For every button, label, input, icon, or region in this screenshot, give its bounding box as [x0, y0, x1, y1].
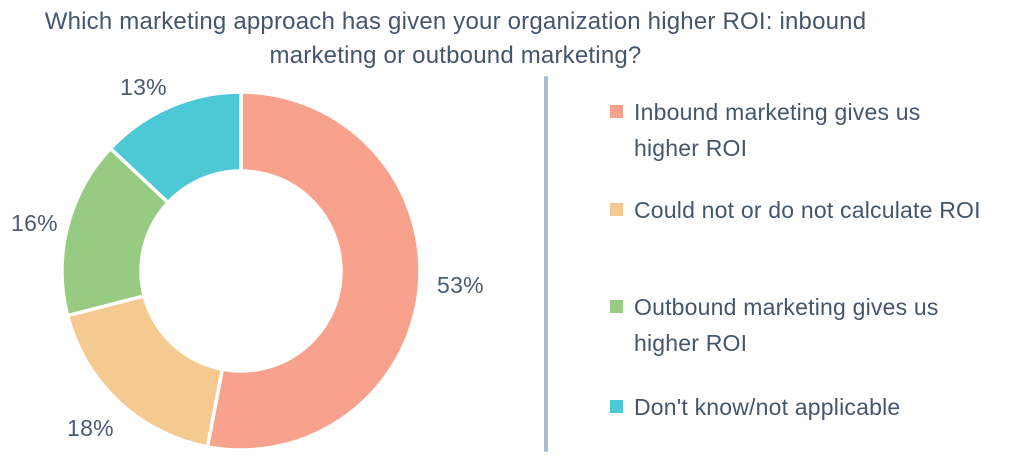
donut-slice: [65, 294, 225, 449]
legend-item-inbound: Inbound marketing gives us higher ROI: [610, 94, 920, 166]
legend-item-label: Could not or do not calculate ROI: [634, 197, 981, 223]
vertical-divider: [544, 76, 548, 452]
legend-item-label: Don't know/not applicable: [634, 394, 901, 420]
donut-slice: [108, 90, 243, 205]
legend-swatch-outbound: [610, 300, 623, 313]
slice-label-inbound: 53%: [437, 272, 484, 298]
legend-swatch-inbound: [610, 105, 623, 118]
donut-slice: [205, 90, 422, 452]
legend-item-dont-know: Don't know/not applicable: [610, 389, 900, 425]
legend-item-outbound: Outbound marketing gives us higher ROI: [610, 289, 939, 361]
legend-swatch-dont-know: [610, 400, 623, 413]
legend-item-label: Outbound marketing gives us higher ROI: [634, 294, 939, 356]
slice-label-outbound: 16%: [11, 210, 58, 236]
donut-svg: [60, 90, 422, 452]
donut-chart: [58, 88, 424, 454]
legend-item-could-not-calculate: Could not or do not calculate ROI: [610, 192, 981, 228]
legend-swatch-could-not-calculate: [610, 203, 623, 216]
slice-label-could-not-calculate: 18%: [67, 415, 114, 441]
legend-item-label: Inbound marketing gives us higher ROI: [634, 99, 921, 161]
chart-title: Which marketing approach has given your …: [44, 8, 867, 69]
slice-label-dont-know: 13%: [120, 74, 167, 100]
